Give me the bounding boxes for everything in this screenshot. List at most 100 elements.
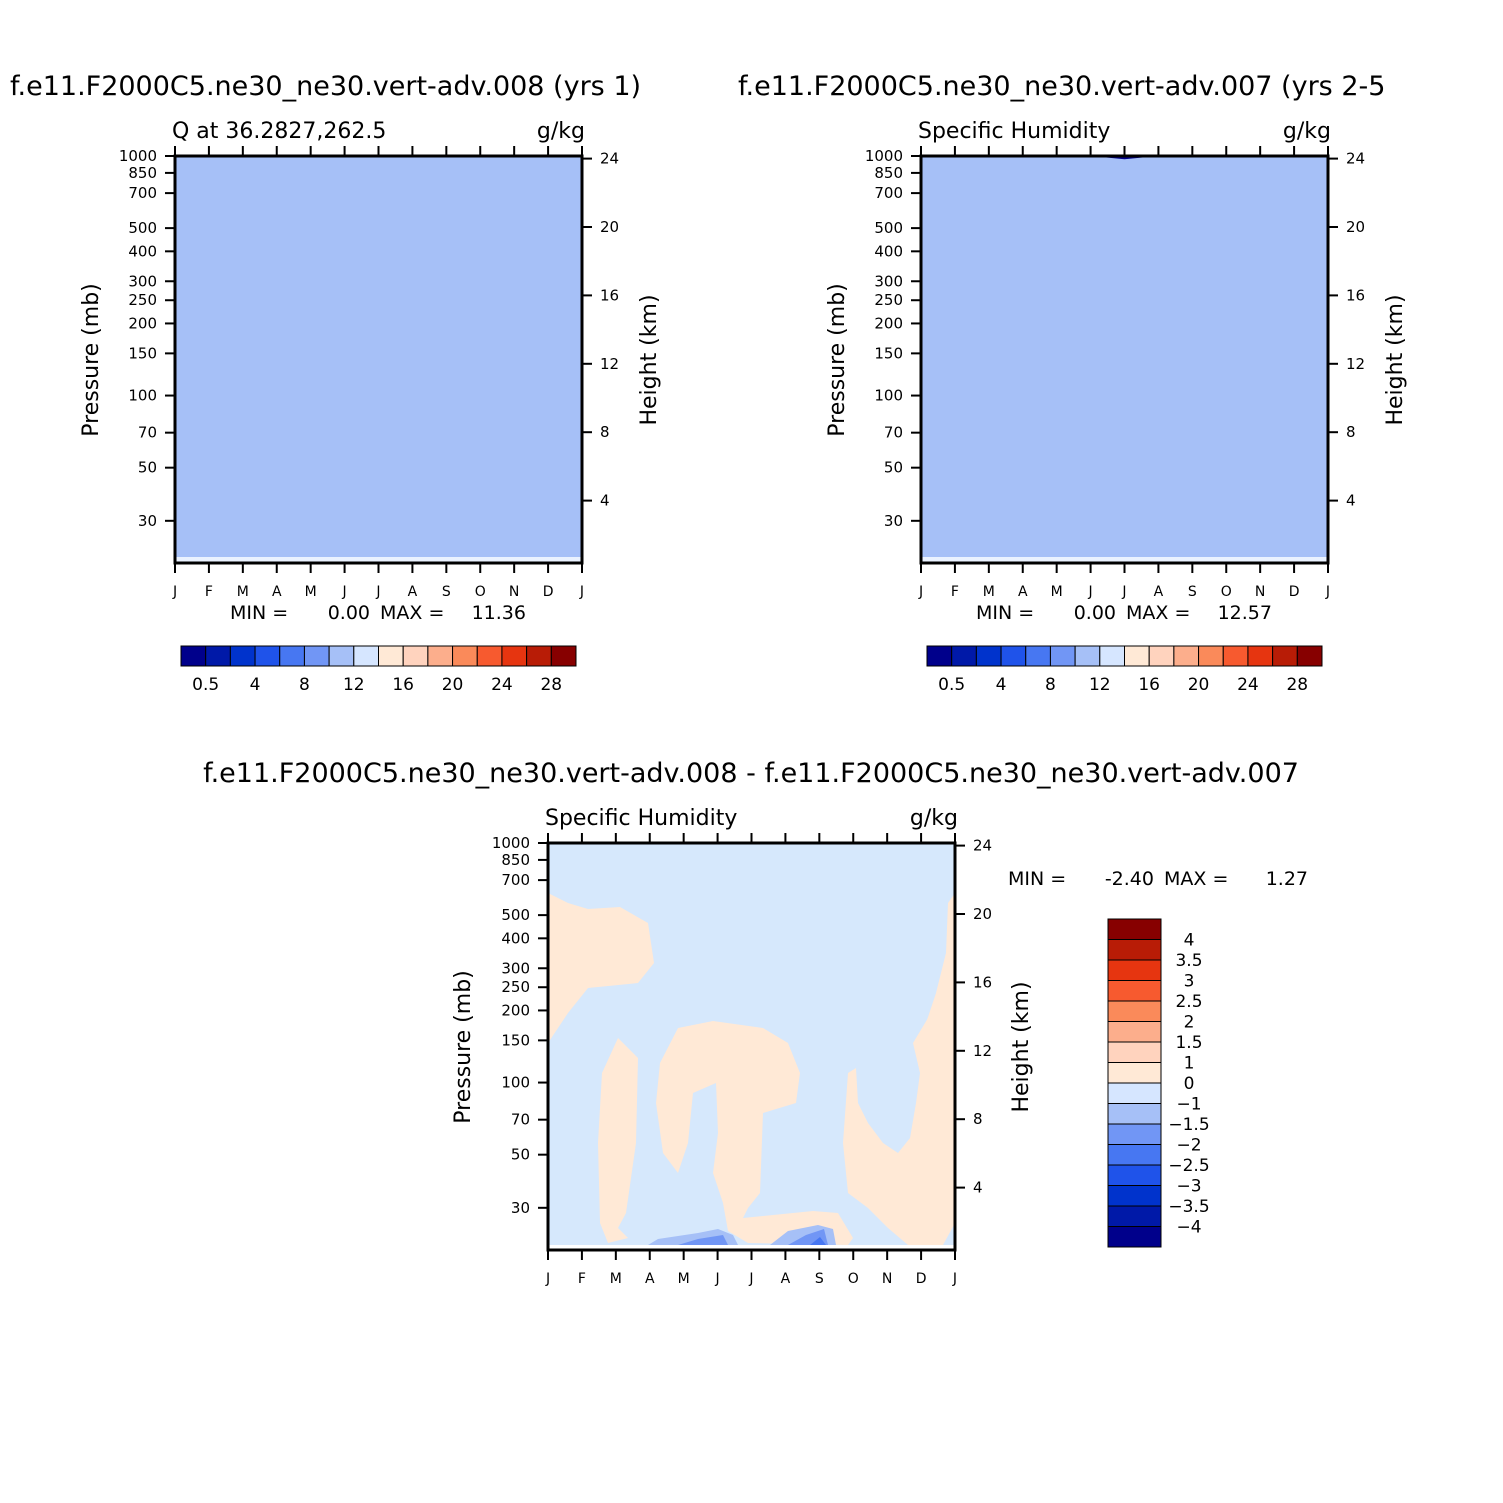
cb1-swatch bbox=[180, 645, 207, 667]
cb2-swatch bbox=[926, 645, 953, 667]
cb2-swatch bbox=[1074, 645, 1101, 667]
cb2-swatch bbox=[1025, 645, 1051, 667]
cb1-swatch bbox=[550, 645, 577, 667]
panel0-ytick-label: 100 bbox=[128, 387, 157, 405]
panel1-yrtick-label: 24 bbox=[1346, 150, 1365, 168]
cb1-swatch bbox=[378, 645, 404, 667]
surface-strip bbox=[175, 557, 582, 563]
cb3-label: 0 bbox=[1184, 1074, 1195, 1094]
panel0-yrtick-label: 12 bbox=[600, 355, 619, 373]
panel2-xtick-label: J bbox=[715, 1271, 720, 1287]
panel2-yrtick-label: 24 bbox=[973, 837, 992, 855]
cb3-label: 2.5 bbox=[1175, 992, 1202, 1012]
cb3-label: 1.5 bbox=[1175, 1033, 1202, 1053]
panel1-ylabel-right: Height (km) bbox=[637, 294, 662, 425]
panel1-ylabel: Pressure (mb) bbox=[79, 283, 104, 437]
surface-strip bbox=[548, 1245, 955, 1250]
panel1-max-value: 11.36 bbox=[472, 602, 526, 624]
panel3-ylabel: Pressure (mb) bbox=[451, 970, 476, 1124]
cb2-swatch bbox=[1296, 645, 1323, 667]
panel1-ytick-label: 200 bbox=[874, 314, 903, 332]
panel3-units: g/kg bbox=[910, 806, 958, 831]
panel1-xtick-label: S bbox=[1188, 584, 1197, 600]
cb3-swatch bbox=[1107, 1000, 1162, 1022]
cb1-label: 16 bbox=[392, 675, 414, 695]
panel1-ytick-label: 50 bbox=[884, 459, 903, 477]
cb1-swatch bbox=[526, 645, 552, 667]
panel2-xtick-label: A bbox=[645, 1271, 655, 1287]
surface-strip bbox=[921, 557, 1328, 563]
panel0-xtick-label: A bbox=[408, 584, 418, 600]
panel2-max-value: 12.57 bbox=[1218, 602, 1272, 624]
panel2-xtick-label: N bbox=[882, 1271, 892, 1287]
panel3-ylabel-right: Height (km) bbox=[1009, 981, 1034, 1112]
panel0-xtick-label: F bbox=[205, 584, 213, 600]
cb2-swatch bbox=[1247, 645, 1274, 667]
cb3-label: 3.5 bbox=[1175, 951, 1202, 971]
cb3-label: 2 bbox=[1184, 1013, 1195, 1033]
panel1-xtick-label: J bbox=[918, 584, 923, 600]
panel0-ytick-label: 300 bbox=[128, 272, 157, 290]
panel0-ytick-label: 400 bbox=[128, 242, 157, 260]
panel1-xtick-label: D bbox=[1289, 584, 1300, 600]
panel0-ytick-label: 150 bbox=[128, 344, 157, 362]
panel1-main-title: f.e11.F2000C5.ne30_ne30.vert-adv.008 (yr… bbox=[10, 71, 641, 102]
panel1-xtick-label: N bbox=[1255, 584, 1265, 600]
panel1-ytick-label: 100 bbox=[874, 387, 903, 405]
panel1-ytick-label: 250 bbox=[874, 291, 903, 309]
cb2-label: 24 bbox=[1237, 675, 1259, 695]
panel1-yrtick-label: 8 bbox=[1346, 423, 1356, 441]
cb1-label: 20 bbox=[442, 675, 464, 695]
cb3-swatch bbox=[1107, 1226, 1162, 1248]
panel1-min-value: 0.00 bbox=[328, 602, 370, 624]
cb2-swatch bbox=[1049, 645, 1076, 667]
panel2-ytick-label: 500 bbox=[501, 906, 530, 924]
cb1-swatch bbox=[328, 645, 355, 667]
panel1-xtick-label: J bbox=[1088, 584, 1093, 600]
panel1-yrtick-label: 16 bbox=[1346, 286, 1365, 304]
cb2-swatch bbox=[1198, 645, 1224, 667]
cb3-label: −4 bbox=[1176, 1218, 1201, 1238]
panel2-xtick-label: M bbox=[678, 1271, 690, 1287]
panel0-xtick-label: D bbox=[543, 584, 554, 600]
cb1-swatch bbox=[402, 645, 429, 667]
panel0-ytick-label: 1000 bbox=[119, 147, 157, 165]
cb3-swatch bbox=[1107, 1082, 1162, 1104]
cb3-swatch bbox=[1107, 918, 1162, 940]
panel3-main-title: f.e11.F2000C5.ne30_ne30.vert-adv.008 - f… bbox=[203, 758, 1299, 789]
panel3-colorbar: 43.532.521.510−1−1.5−2−2.5−3−3.5−4 bbox=[1107, 918, 1210, 1248]
cb1-swatch bbox=[254, 645, 281, 667]
panel0-xtick-label: N bbox=[509, 584, 519, 600]
cb1-label: 12 bbox=[343, 675, 365, 695]
panel2-ytick-label: 400 bbox=[501, 929, 530, 947]
panel0-xtick-label: M bbox=[305, 584, 317, 600]
panel2-yrtick-label: 12 bbox=[973, 1042, 992, 1060]
panel0-xtick-label: J bbox=[342, 584, 347, 600]
panel2-colorbar: 0.5 4 8 12 16 20 24 28 bbox=[926, 645, 1323, 695]
panel2-min-label: MIN = bbox=[976, 602, 1034, 624]
cb3-label: −3.5 bbox=[1168, 1197, 1209, 1217]
panel3-title-left: Specific Humidity bbox=[545, 806, 737, 831]
panel1-ytick-label: 400 bbox=[874, 242, 903, 260]
cb3-swatch bbox=[1107, 1021, 1162, 1043]
panel2-ytick-label: 850 bbox=[501, 851, 530, 869]
panel1-ytick-label: 30 bbox=[884, 512, 903, 530]
cb1-swatch bbox=[452, 645, 478, 667]
diff-positive-region bbox=[656, 1021, 853, 1245]
panel1-xtick-label: O bbox=[1221, 584, 1232, 600]
panel1-colorbar: 0.5 4 8 12 16 20 24 28 bbox=[180, 645, 577, 695]
cb3-swatch bbox=[1107, 939, 1162, 961]
panel2-units: g/kg bbox=[1283, 119, 1331, 144]
panel1-ytick-label: 150 bbox=[874, 344, 903, 362]
cb2-swatch bbox=[1124, 645, 1150, 667]
panel3-min-value: -2.40 bbox=[1105, 868, 1154, 890]
cb1-swatch bbox=[303, 645, 330, 667]
cb1-label: 8 bbox=[299, 675, 310, 695]
cb3-swatch bbox=[1107, 1062, 1162, 1084]
panel2-yrtick-label: 20 bbox=[973, 905, 992, 923]
cb1-swatch bbox=[501, 645, 528, 667]
cb3-label: 4 bbox=[1184, 931, 1195, 951]
panel2-ytick-label: 150 bbox=[501, 1031, 530, 1049]
panel2-min-value: 0.00 bbox=[1074, 602, 1116, 624]
